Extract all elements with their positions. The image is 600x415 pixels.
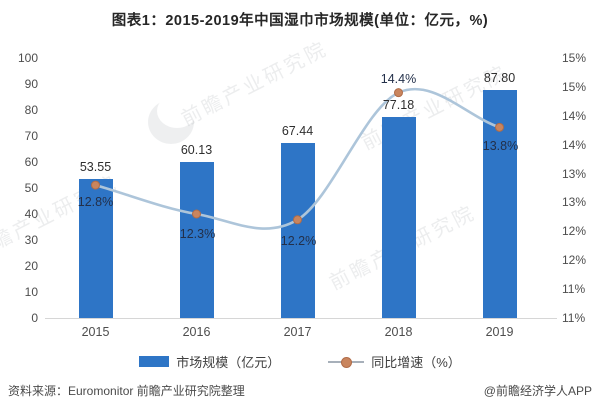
x-axis-label: 2017 <box>283 325 312 339</box>
x-axis-line <box>45 318 557 319</box>
legend-label-market-size: 市场规模（亿元） <box>176 355 281 370</box>
watermark-logo-icon <box>148 94 197 144</box>
left-axis-tick: 90 <box>24 77 38 91</box>
right-axis-tick: 11% <box>562 311 586 325</box>
watermark-text: 前瞻产业研究院 <box>178 37 332 131</box>
chart-title: 图表1：2015-2019年中国湿巾市场规模(单位：亿元，%) <box>111 13 489 29</box>
left-axis-tick: 60 <box>24 155 38 169</box>
legend-label-growth-rate: 同比增速（%） <box>371 355 461 370</box>
source-note: 资料来源：Euromonitor 前瞻产业研究院整理 <box>8 384 245 398</box>
legend-item-growth-rate: 同比增速（%） <box>328 352 461 371</box>
x-axis-label: 2016 <box>182 325 211 339</box>
growth-rate-label: 12.2% <box>280 233 317 248</box>
bar-value-label: 53.55 <box>79 159 112 174</box>
right-axis-tick: 11% <box>562 282 586 297</box>
left-axis-tick: 30 <box>24 233 38 247</box>
bar <box>482 89 517 318</box>
bar <box>381 117 416 318</box>
right-axis-tick: 12% <box>562 224 587 239</box>
left-axis-tick: 100 <box>17 51 38 65</box>
bar <box>280 142 315 318</box>
right-axis-tick: 12% <box>562 253 587 268</box>
right-axis-tick: 13% <box>562 166 587 181</box>
line-series-swatch-icon <box>328 356 365 368</box>
growth-rate-label: 13.8% <box>482 139 519 154</box>
line-marker <box>394 88 403 98</box>
legend-item-market-size: 市场规模（亿元） <box>139 352 280 371</box>
x-axis-label: 2018 <box>384 325 413 339</box>
right-axis-tick: 15% <box>562 79 587 94</box>
x-axis-label: 2019 <box>485 325 514 339</box>
bar-series-swatch-icon <box>139 356 170 367</box>
left-axis-tick: 20 <box>24 259 38 273</box>
bar-value-label: 87.80 <box>483 70 516 85</box>
right-axis-tick: 15% <box>562 51 587 65</box>
growth-rate-label: 12.3% <box>179 227 216 241</box>
bar-value-label: 77.18 <box>382 98 415 113</box>
right-axis-tick: 13% <box>562 195 587 210</box>
legend: 市场规模（亿元） 同比增速（%） <box>0 352 600 371</box>
left-axis-tick: 80 <box>24 103 38 117</box>
x-axis-label: 2015 <box>81 325 110 339</box>
bar-value-label: 67.44 <box>281 123 314 138</box>
left-axis-tick: 0 <box>31 311 38 325</box>
right-axis-tick: 14% <box>562 108 587 123</box>
left-axis-tick: 40 <box>24 207 38 221</box>
left-axis-tick: 50 <box>24 181 38 195</box>
left-axis-tick: 70 <box>24 129 38 143</box>
growth-rate-label: 12.8% <box>77 195 114 210</box>
footer: 资料来源：Euromonitor 前瞻产业研究院整理 @前瞻经济学人APP <box>8 382 592 399</box>
left-axis-tick: 10 <box>24 285 38 299</box>
growth-rate-label: 14.4% <box>380 71 417 86</box>
bar-value-label: 60.13 <box>180 142 213 157</box>
right-axis-tick: 14% <box>562 137 587 152</box>
credit-note: @前瞻经济学人APP <box>483 384 592 398</box>
